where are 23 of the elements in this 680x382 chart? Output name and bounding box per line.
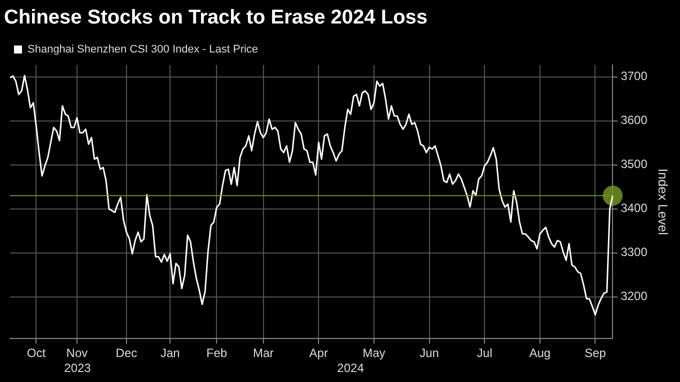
y-tick-label: 3400 xyxy=(620,201,648,216)
legend-label: Shanghai Shenzhen CSI 300 Index - Last Price xyxy=(28,44,258,56)
y-tick-label: 3200 xyxy=(620,289,648,304)
text: 2023 xyxy=(64,360,92,375)
x-tick-label: Dec xyxy=(116,346,138,360)
x-tick-label: Jul xyxy=(476,346,492,360)
x-tick-label: Jun xyxy=(420,346,439,360)
chart-title: Chinese Stocks on Track to Erase 2024 Loss xyxy=(4,6,428,29)
x-tick-label: Nov xyxy=(66,346,88,360)
y-tick-label: 3300 xyxy=(620,245,648,260)
y-tick-label: 3600 xyxy=(620,113,648,128)
x-tick-label: Oct xyxy=(26,346,46,360)
x-tick-label: Aug xyxy=(529,346,551,360)
text: 2024 xyxy=(337,360,364,375)
x-tick-label: May xyxy=(362,346,386,360)
y-tick-label: 3700 xyxy=(620,69,648,84)
y-axis-title: Index Level xyxy=(656,168,671,236)
x-tick-label: Apr xyxy=(309,346,328,360)
x-tick-label: Feb xyxy=(206,346,228,360)
x-tick-label: Mar xyxy=(252,346,274,360)
x-tick-label: Jan xyxy=(160,346,180,360)
x-tick-label: Sep xyxy=(584,346,606,360)
y-tick-label: 3500 xyxy=(620,157,648,172)
